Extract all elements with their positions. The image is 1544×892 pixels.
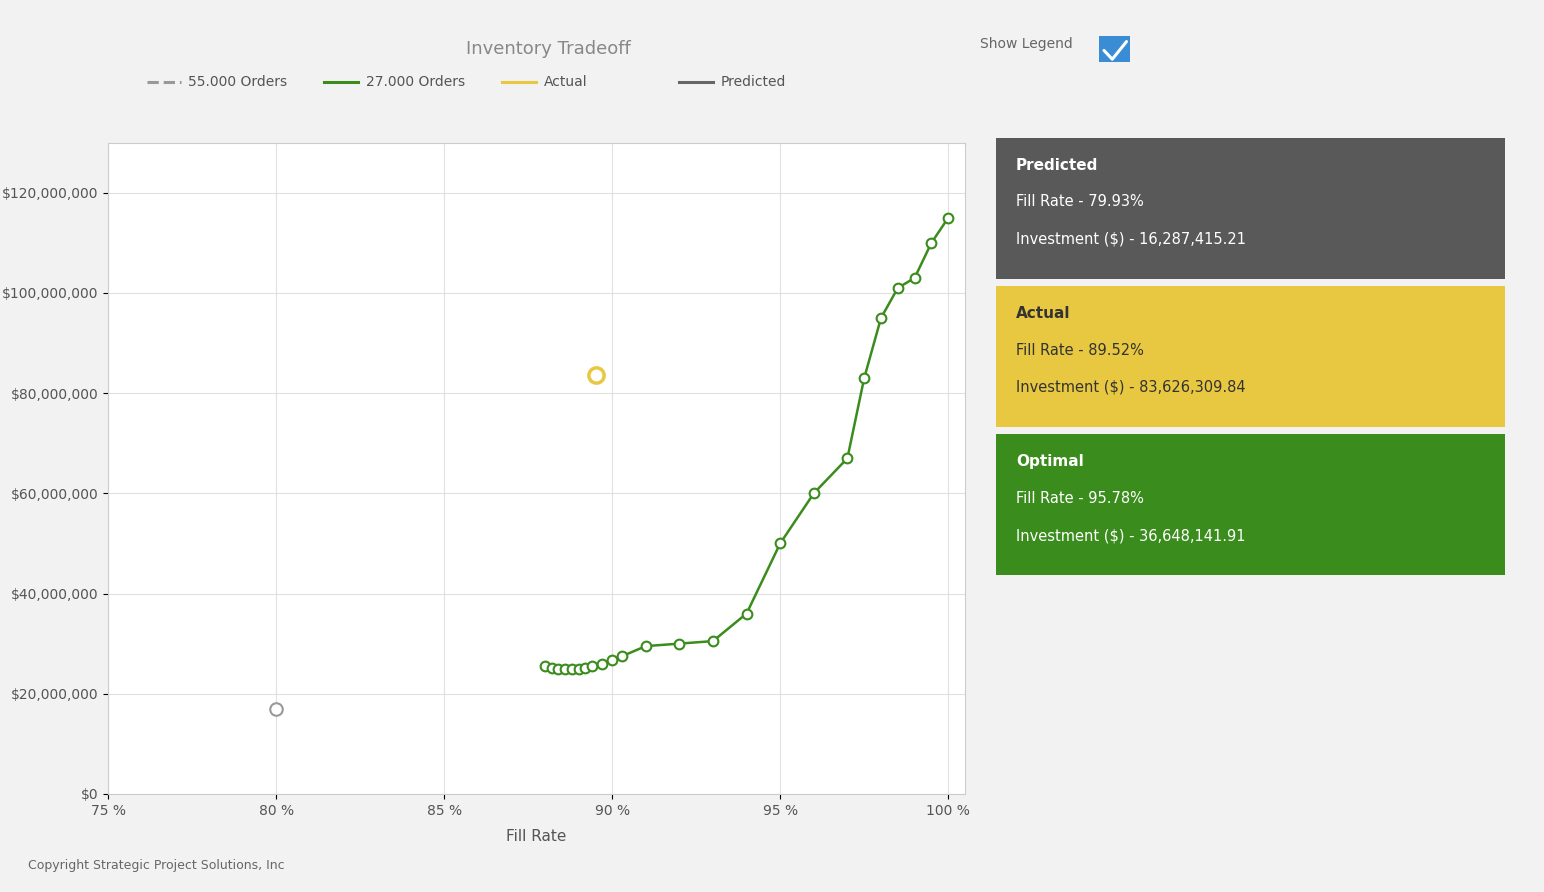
Text: Investment ($) - 16,287,415.21: Investment ($) - 16,287,415.21 [1016, 232, 1246, 247]
Text: Investment ($) - 36,648,141.91: Investment ($) - 36,648,141.91 [1016, 528, 1246, 543]
Text: Fill Rate - 89.52%: Fill Rate - 89.52% [1016, 343, 1144, 358]
Text: Predicted: Predicted [1016, 158, 1098, 173]
Text: Actual: Actual [1016, 306, 1070, 321]
Text: Copyright Strategic Project Solutions, Inc: Copyright Strategic Project Solutions, I… [28, 859, 284, 872]
Text: Fill Rate - 95.78%: Fill Rate - 95.78% [1016, 491, 1144, 506]
Text: Investment ($) - 83,626,309.84: Investment ($) - 83,626,309.84 [1016, 380, 1246, 395]
Text: 27.000 Orders: 27.000 Orders [366, 75, 465, 89]
Text: Predicted: Predicted [721, 75, 786, 89]
Text: Optimal: Optimal [1016, 454, 1084, 469]
Text: 55.000 Orders: 55.000 Orders [188, 75, 287, 89]
Text: Show Legend: Show Legend [980, 37, 1073, 52]
Text: Fill Rate - 79.93%: Fill Rate - 79.93% [1016, 194, 1144, 210]
Text: Actual: Actual [543, 75, 587, 89]
X-axis label: Fill Rate: Fill Rate [506, 829, 567, 844]
Text: Inventory Tradeoff: Inventory Tradeoff [466, 40, 630, 58]
